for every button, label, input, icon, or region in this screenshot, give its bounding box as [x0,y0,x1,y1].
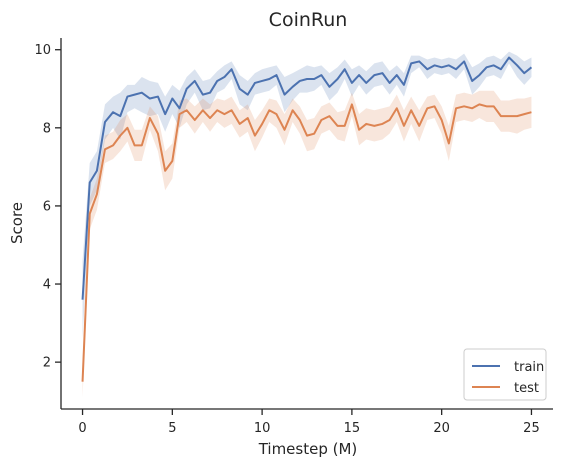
x-tick-label: 20 [433,421,450,436]
series-line-train [81,56,533,300]
x-tick-label: 25 [523,421,540,436]
confidence-band-test [82,90,532,398]
y-tick-label: 4 [43,278,51,293]
legend-label-train: train [514,360,544,375]
y-ticks: 2 4 6 8 10 [34,43,61,371]
y-tick-label: 8 [43,121,51,136]
axes-spines [60,38,553,410]
series-line-test [81,103,532,382]
legend: train test [463,348,547,401]
confidence-bands [82,51,532,398]
y-axis-label: Score [8,202,26,244]
y-tick-label: 2 [43,356,51,371]
x-tick-label: 10 [254,421,271,436]
legend-label-test: test [514,381,539,396]
x-tick-label: 0 [78,421,86,436]
series-lines [81,56,533,382]
chart-title: CoinRun [269,9,348,31]
y-tick-label: 6 [43,199,51,214]
y-tick-label: 10 [34,43,51,58]
x-tick-label: 5 [168,421,176,436]
x-tick-label: 15 [344,421,361,436]
x-axis-label: Timestep (M) [258,440,358,458]
x-ticks: 0 5 10 15 20 25 [78,409,540,436]
